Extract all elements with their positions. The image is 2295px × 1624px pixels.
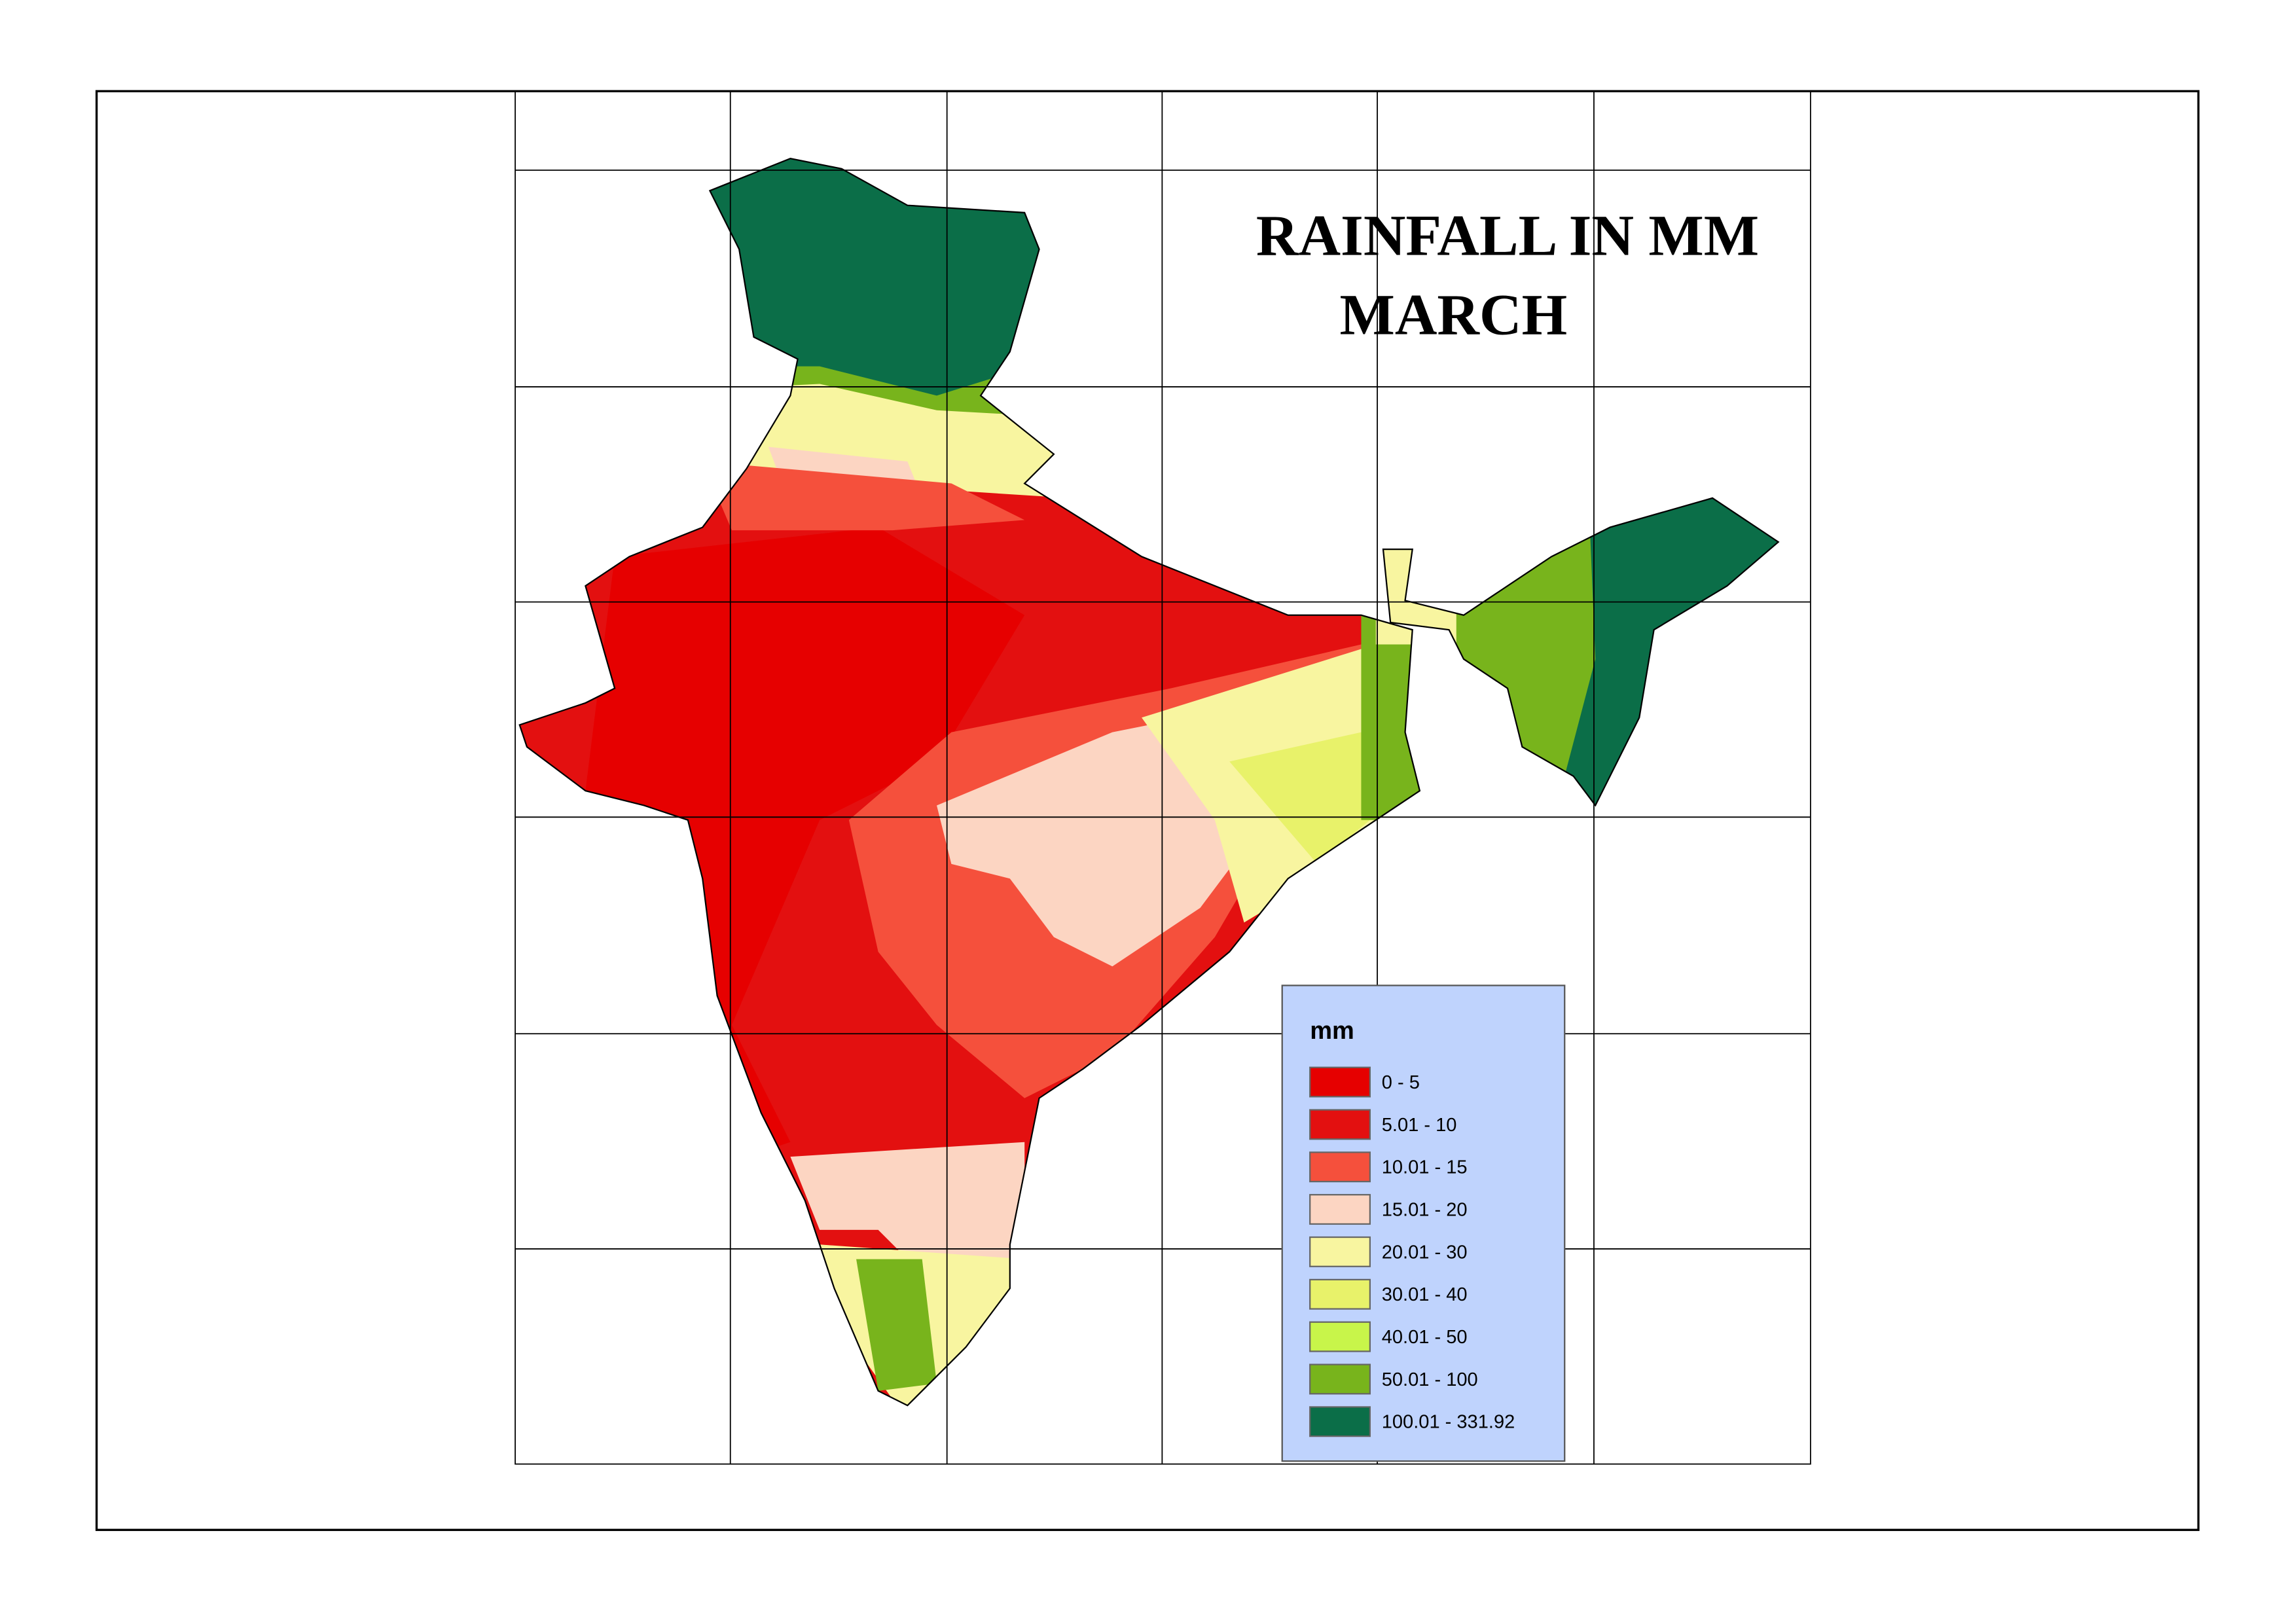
rainfall-zone (1229, 732, 1405, 864)
legend-swatch (1309, 1236, 1371, 1267)
rainfall-zone (790, 1142, 1025, 1289)
legend-label: 15.01 - 20 (1382, 1199, 1468, 1220)
legend-title: mm (1310, 1017, 1354, 1045)
legend-label: 30.01 - 40 (1382, 1284, 1468, 1305)
legend-label: 100.01 - 331.92 (1382, 1412, 1515, 1433)
legend-swatch (1309, 1109, 1371, 1140)
legend-swatch (1309, 1066, 1371, 1098)
rainfall-fill (519, 158, 1779, 1406)
graticule (515, 90, 1811, 1465)
legend-label: 0 - 5 (1382, 1072, 1420, 1093)
legend-label: 50.01 - 100 (1382, 1369, 1478, 1390)
legend-swatch (1309, 1194, 1371, 1225)
legend-label: 10.01 - 15 (1382, 1157, 1468, 1178)
legend-swatch (1309, 1321, 1371, 1352)
legend-swatch (1309, 1278, 1371, 1310)
legend-swatch (1309, 1363, 1371, 1395)
legend: 0 - 5 5.01 - 10 10.01 - 15 15.01 - 20 20.01 … (1309, 1066, 1515, 1437)
legend-swatch (1309, 1151, 1371, 1183)
title-line: RAINFALL IN MM (1256, 204, 1759, 268)
legend-label: 5.01 - 10 (1382, 1115, 1457, 1136)
title-line: MARCH (1339, 282, 1567, 347)
legend-swatch (1309, 1406, 1371, 1437)
rainfall-zone (702, 461, 1025, 531)
rainfall-zone (856, 1259, 937, 1391)
legend-label: 20.01 - 30 (1382, 1242, 1468, 1263)
legend-label: 40.01 - 50 (1382, 1327, 1468, 1348)
